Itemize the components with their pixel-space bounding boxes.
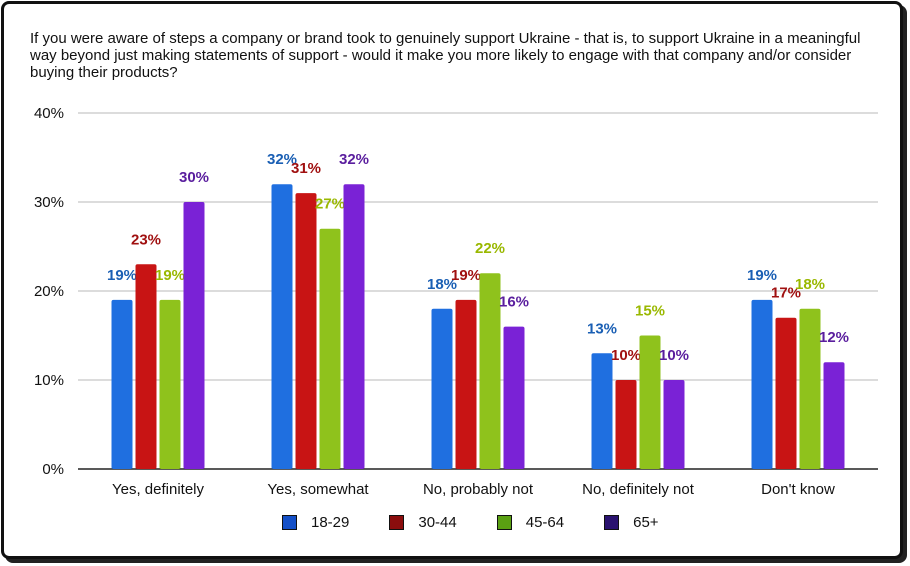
data-label: 15%	[635, 303, 665, 320]
bar	[639, 335, 661, 469]
data-label: 19%	[747, 267, 777, 284]
y-tick-label: 40%	[34, 105, 64, 122]
data-label: 32%	[339, 151, 369, 168]
bar	[615, 380, 637, 469]
data-label: 10%	[611, 347, 641, 364]
data-label: 19%	[107, 267, 137, 284]
bar	[271, 184, 293, 469]
legend-label: 65+	[633, 514, 659, 531]
legend-swatch	[496, 515, 512, 530]
data-label: 19%	[451, 267, 481, 284]
x-category-label: No, definitely not	[582, 481, 695, 498]
bar	[591, 353, 613, 469]
data-label: 27%	[315, 196, 345, 213]
legend-item: 18-29	[282, 514, 349, 531]
legend-item: 30-44	[389, 514, 457, 531]
x-category-label: Yes, definitely	[112, 481, 205, 498]
bar	[799, 308, 821, 469]
data-label: 19%	[155, 267, 185, 284]
y-tick-label: 30%	[34, 194, 64, 211]
legend-swatch	[389, 515, 405, 530]
x-category-label: No, probably not	[423, 481, 534, 498]
legend-swatch	[282, 515, 297, 530]
bar	[135, 264, 157, 469]
legend-label: 18-29	[311, 514, 350, 531]
bar	[319, 228, 341, 469]
data-label: 32%	[267, 151, 297, 168]
data-label: 10%	[659, 347, 689, 364]
data-label: 30%	[179, 169, 209, 186]
x-category-label: Don't know	[761, 481, 835, 498]
legend-label: 30-44	[418, 514, 457, 531]
bar	[663, 380, 685, 469]
legend-item: 45-64	[496, 514, 565, 531]
data-label: 16%	[499, 294, 529, 311]
data-label: 18%	[427, 276, 457, 293]
data-label: 23%	[131, 231, 161, 248]
y-tick-label: 10%	[34, 372, 64, 389]
bar	[775, 317, 797, 469]
y-tick-label: 0%	[42, 461, 64, 478]
legend-swatch	[604, 515, 620, 530]
data-label: 18%	[795, 276, 825, 293]
data-label: 13%	[587, 320, 617, 337]
bar	[751, 299, 773, 469]
x-category-label: Yes, somewhat	[267, 481, 369, 498]
legend-item: 65+	[604, 514, 659, 531]
data-label: 22%	[475, 240, 505, 257]
bar	[431, 308, 453, 469]
bar	[343, 184, 365, 469]
bar	[159, 299, 181, 469]
bar	[455, 299, 477, 469]
data-label: 17%	[771, 285, 801, 302]
legend-label: 45-64	[525, 514, 565, 531]
data-label: 12%	[819, 329, 849, 346]
bar	[111, 299, 133, 469]
data-label: 31%	[291, 160, 321, 177]
bar	[503, 326, 525, 469]
legend: 18-29 30-44 45-64 65+	[282, 514, 659, 531]
bar	[295, 193, 317, 469]
chart-title: If you were aware of steps a company or …	[30, 30, 861, 81]
bar	[823, 362, 845, 469]
bar	[183, 202, 205, 469]
y-tick-label: 20%	[34, 283, 64, 300]
bar	[479, 273, 501, 469]
